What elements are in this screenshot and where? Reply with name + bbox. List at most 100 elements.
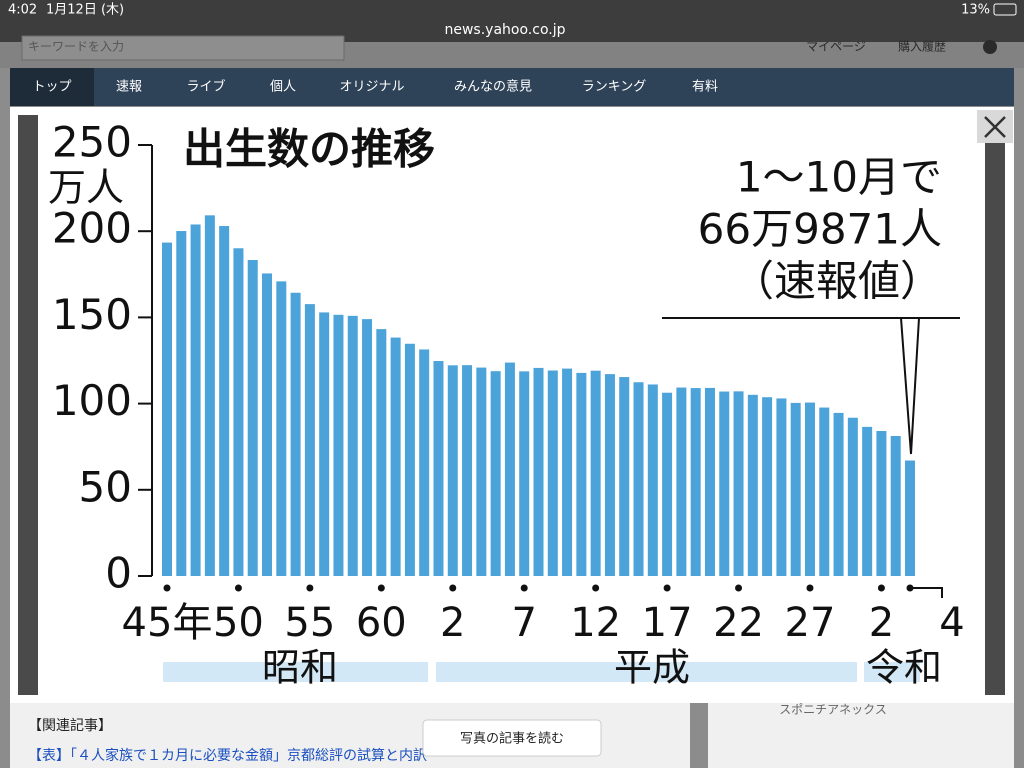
y-tick-label: 200 bbox=[52, 204, 132, 253]
era-band bbox=[436, 662, 857, 682]
nav-bar bbox=[10, 68, 1014, 106]
bar bbox=[347, 315, 358, 576]
nav-item[interactable]: トップ bbox=[32, 80, 71, 95]
era-label: 昭和 bbox=[262, 646, 338, 690]
x-tick-dot bbox=[592, 584, 600, 592]
bar bbox=[533, 367, 544, 576]
bar bbox=[633, 382, 644, 576]
x-tick-dot bbox=[234, 584, 242, 592]
bar bbox=[290, 292, 301, 576]
annotation: （速報値） bbox=[732, 257, 942, 306]
x-tick-dot bbox=[877, 584, 885, 592]
x-tick-bracket bbox=[910, 587, 943, 598]
side-source: スポニチアネックス bbox=[779, 703, 887, 717]
bar bbox=[890, 436, 901, 576]
bar bbox=[333, 314, 344, 576]
frame-left bbox=[18, 115, 38, 695]
x-tick-dot bbox=[663, 584, 671, 592]
bar bbox=[162, 242, 172, 576]
x-tick-label: 55 bbox=[284, 600, 335, 646]
nav-item[interactable]: 個人 bbox=[270, 80, 296, 95]
bar bbox=[819, 407, 830, 576]
bar bbox=[462, 365, 473, 576]
bar bbox=[862, 426, 873, 576]
bar bbox=[676, 387, 687, 576]
bar bbox=[476, 367, 487, 576]
bar bbox=[490, 371, 501, 576]
settings-icon[interactable] bbox=[983, 40, 997, 54]
x-tick-dot bbox=[806, 584, 814, 592]
annotation-pointer bbox=[662, 317, 960, 455]
era-label: 平成 bbox=[614, 646, 690, 690]
y-tick-label: 150 bbox=[52, 290, 132, 339]
bar bbox=[262, 273, 273, 576]
bar bbox=[390, 337, 401, 576]
bar bbox=[905, 460, 915, 576]
bar bbox=[219, 226, 230, 576]
x-tick-dot bbox=[735, 584, 743, 592]
nav-item[interactable]: 速報 bbox=[116, 80, 142, 95]
nav-item[interactable]: ライブ bbox=[186, 79, 225, 95]
nav-item[interactable]: みんなの意見 bbox=[454, 79, 532, 95]
era-label: 令和 bbox=[866, 646, 942, 690]
bar bbox=[647, 384, 658, 576]
x-tick-dot bbox=[377, 584, 385, 592]
x-tick-label: 27 bbox=[785, 600, 836, 646]
bar bbox=[762, 397, 773, 576]
bar bbox=[804, 402, 815, 576]
button-label: 写真の記事を読む bbox=[460, 731, 564, 747]
x-tick-label: 2 bbox=[869, 600, 894, 646]
x-tick-dot bbox=[520, 584, 528, 592]
bar bbox=[562, 368, 573, 576]
bar bbox=[833, 412, 844, 576]
bar bbox=[419, 349, 430, 576]
bar bbox=[790, 402, 801, 576]
x-tick-dot bbox=[306, 584, 314, 592]
x-tick-label: 7 bbox=[511, 600, 536, 646]
url[interactable]: news.yahoo.co.jp bbox=[445, 22, 566, 38]
bar bbox=[504, 362, 515, 576]
search-box[interactable] bbox=[21, 35, 345, 61]
annotation: 1～10月で bbox=[736, 153, 942, 202]
close-icon bbox=[984, 116, 1006, 138]
bar bbox=[619, 377, 630, 576]
bar bbox=[604, 374, 615, 576]
battery-icon bbox=[993, 3, 1017, 16]
era-band bbox=[163, 662, 428, 682]
bar bbox=[576, 372, 587, 576]
x-tick-label: 12 bbox=[570, 600, 621, 646]
x-tick-label: 60 bbox=[356, 600, 407, 646]
header-link[interactable]: マイページ bbox=[806, 40, 866, 54]
bar bbox=[190, 224, 201, 577]
bar bbox=[590, 370, 601, 576]
time: 4:02 bbox=[8, 3, 37, 18]
bar bbox=[519, 371, 530, 576]
side-area bbox=[708, 703, 1014, 768]
nav-item[interactable]: 有料 bbox=[692, 80, 718, 95]
read-article-button[interactable] bbox=[422, 719, 602, 757]
bar bbox=[776, 398, 787, 576]
bar bbox=[404, 343, 415, 576]
x-tick-label: 2 bbox=[440, 600, 465, 646]
bar bbox=[376, 329, 387, 576]
bar bbox=[204, 215, 215, 576]
nav-active bbox=[10, 68, 94, 106]
bar bbox=[276, 281, 287, 576]
x-tick-label: 17 bbox=[642, 600, 693, 646]
status-bar bbox=[0, 0, 1024, 42]
bar bbox=[447, 365, 458, 576]
nav-item[interactable]: オリジナル bbox=[339, 80, 404, 95]
x-tick-label: 4 bbox=[939, 600, 964, 646]
header-link[interactable]: 購入履歴 bbox=[898, 40, 946, 54]
nav-item[interactable]: ランキング bbox=[582, 80, 647, 95]
bar bbox=[547, 370, 558, 576]
related-link[interactable]: 【表】「４人家族で１カ月に必要な金額」京都総評の試算と内訳 bbox=[28, 747, 427, 764]
y-tick-label: 250 bbox=[52, 118, 132, 167]
y-tick-label: 0 bbox=[105, 549, 132, 598]
bar bbox=[733, 391, 744, 576]
bar bbox=[176, 231, 187, 577]
bar bbox=[847, 417, 858, 576]
bar bbox=[876, 431, 887, 576]
bar bbox=[433, 361, 444, 576]
